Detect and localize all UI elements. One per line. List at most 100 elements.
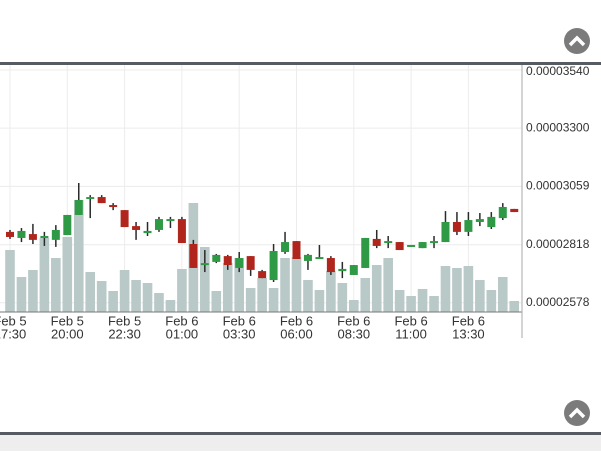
volume-bar <box>314 290 325 312</box>
volume-bar <box>165 300 176 312</box>
candle-body <box>372 238 381 246</box>
volume-bar <box>371 265 382 312</box>
volume-bar <box>349 300 359 312</box>
volume-bar <box>142 283 153 312</box>
x-tick-label: Feb 6 <box>337 313 370 328</box>
x-tick-label: 08:30 <box>338 326 371 341</box>
candle-body <box>246 256 255 270</box>
divider <box>0 432 601 435</box>
candle-body <box>510 208 519 213</box>
x-tick-label: Feb 5 <box>0 313 27 328</box>
x-tick-label: 13:30 <box>452 326 485 341</box>
candle-body <box>326 258 335 273</box>
candle-body <box>292 241 301 260</box>
volume-bar <box>383 258 393 312</box>
x-tick-label: 01:00 <box>166 326 199 341</box>
candle-body <box>464 220 473 232</box>
candle-body <box>132 226 141 230</box>
volume-bar <box>73 200 84 312</box>
volume-bar <box>119 270 130 312</box>
volume-bar <box>452 268 462 312</box>
candle-body <box>120 210 129 228</box>
x-tick-label: 22:30 <box>108 326 141 341</box>
x-tick-label: Feb 6 <box>394 313 427 328</box>
candle-body <box>281 242 290 252</box>
volume-bar <box>337 283 348 312</box>
candle-body <box>395 242 404 251</box>
y-tick-label: 0.00002818 <box>526 237 590 251</box>
candle-body <box>475 219 484 222</box>
volume-bar <box>509 301 520 312</box>
candle-body <box>17 230 26 238</box>
x-tick-label: Feb 5 <box>51 313 84 328</box>
candle-body <box>235 258 244 268</box>
volume-bar <box>108 291 118 312</box>
footer-area <box>0 435 601 451</box>
candle-body <box>143 230 152 234</box>
x-tick-label: Feb 6 <box>280 313 313 328</box>
volume-bar <box>486 290 497 312</box>
candle-body <box>63 214 72 236</box>
candle-body <box>441 221 450 243</box>
candle-body <box>177 219 186 244</box>
volume-bar <box>200 247 210 312</box>
volume-bar <box>463 266 474 312</box>
x-tick-label: Feb 6 <box>165 313 198 328</box>
candle-body <box>407 244 416 247</box>
candle-body <box>86 197 95 200</box>
candle-body <box>338 268 347 272</box>
candle-body <box>258 271 267 279</box>
volume-bar <box>440 266 451 312</box>
candle-body <box>223 256 232 266</box>
volume-bar <box>211 291 222 312</box>
candle-body <box>200 263 209 266</box>
volume-bar <box>303 280 313 312</box>
x-tick-label: 03:30 <box>223 326 256 341</box>
candle-body <box>109 205 118 208</box>
collapse-button[interactable] <box>564 28 590 54</box>
collapse-button[interactable] <box>564 400 590 426</box>
volume-bar <box>222 263 233 312</box>
volume-bar <box>291 257 302 312</box>
candle-body <box>28 234 37 240</box>
volume-bar <box>154 293 164 312</box>
volume-bar <box>131 280 141 312</box>
y-tick-label: 0.00003540 <box>526 64 590 78</box>
x-tick-label: Feb 5 <box>108 313 141 328</box>
y-tick-label: 0.00003300 <box>526 120 590 134</box>
volume-bar <box>475 280 485 312</box>
candle-body <box>418 242 427 249</box>
candle-body <box>6 231 14 237</box>
candle-body <box>269 251 278 281</box>
volume-bar <box>245 288 256 312</box>
volume-bar <box>51 258 61 312</box>
volume-bar <box>16 277 27 312</box>
y-tick-label: 0.00003059 <box>526 179 590 193</box>
candle-body <box>384 241 393 244</box>
candle-body <box>349 265 358 275</box>
x-tick-label: 06:00 <box>280 326 313 341</box>
volume-bar <box>326 271 336 312</box>
candle-body <box>40 236 49 239</box>
volume-bar <box>394 290 405 312</box>
candle-body <box>361 237 370 268</box>
x-tick-label: 11:00 <box>395 326 427 341</box>
divider <box>0 62 601 65</box>
candle-body <box>97 197 106 204</box>
volume-bar <box>417 289 428 312</box>
volume-bar <box>234 258 244 312</box>
volume-bar <box>39 238 50 312</box>
candle-body <box>315 257 324 260</box>
plot: 0.00002578 0.00002818 0.00003059 0.00003300… <box>0 64 590 341</box>
x-tick-label: 17:30 <box>0 326 26 341</box>
volume-bar <box>28 270 38 312</box>
x-tick-label: Feb 6 <box>452 313 485 328</box>
volume-bar <box>406 296 416 312</box>
volume-bar <box>62 237 73 312</box>
candle-body <box>303 254 312 261</box>
x-tick-label: 20:00 <box>51 326 84 341</box>
volume-bar <box>177 269 187 312</box>
candle-body <box>74 199 83 215</box>
